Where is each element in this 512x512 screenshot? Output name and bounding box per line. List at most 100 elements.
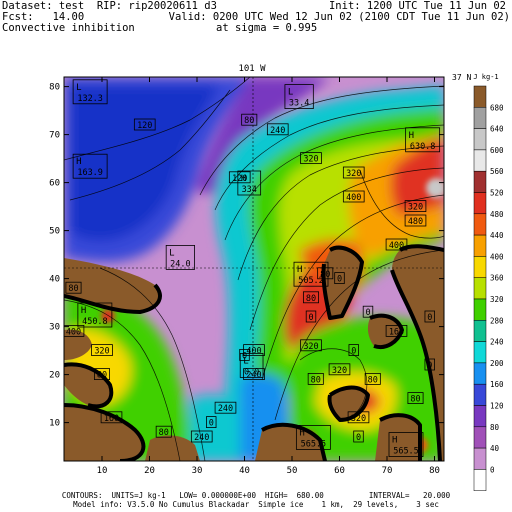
- contour-label-text: 0: [242, 351, 247, 361]
- contour-label-text: 0: [209, 419, 214, 429]
- legend-swatch: [473, 277, 487, 300]
- legend-level-label: 680: [490, 103, 504, 112]
- y-tick-label: 30: [49, 323, 60, 333]
- extremum-kind: L: [243, 356, 248, 366]
- extremum-value: 24.0: [170, 259, 190, 269]
- contour-label: 320: [328, 363, 351, 376]
- contour-label: 80: [155, 425, 172, 438]
- legend-level-label: 520: [490, 189, 504, 198]
- terrain-east-ridge: [323, 247, 362, 318]
- contour-label-text: 0: [356, 433, 361, 443]
- contour-label-text: 400: [66, 327, 81, 337]
- extremum-value: 565.5: [393, 447, 419, 457]
- y-tick-label: 60: [49, 179, 60, 189]
- contour-label-text: 160: [389, 327, 404, 337]
- terrain-west-middle: [64, 329, 92, 360]
- zero-contour-central: [321, 245, 364, 320]
- contour-label: 0: [348, 344, 359, 357]
- extremum-kind: H: [76, 157, 81, 167]
- contour-label-text: 160: [104, 414, 119, 424]
- terrain-southwest: [64, 405, 144, 461]
- contour-label-text: 240: [270, 126, 285, 136]
- extrema-labels: L132.3L33.4H163.9H334L24.0H630.8H450.8H5…: [72, 79, 441, 458]
- contour-label: 400: [243, 344, 265, 357]
- contour-label-text: 320: [303, 155, 318, 165]
- contour-label-text: 240: [218, 404, 233, 414]
- extremum-kind: L: [169, 248, 174, 258]
- legend-swatch: [473, 128, 487, 151]
- y-tick-label: 10: [49, 419, 60, 429]
- legend-level-label: 320: [490, 295, 504, 304]
- zero-contour-south: [261, 385, 370, 461]
- contour-label-text: 400: [246, 347, 261, 357]
- cin-shading: 120 240 320 120 400 320 400 480 80 160 80 400 320 80 1…: [64, 77, 444, 461]
- extremum-marker: L0.0: [239, 352, 264, 378]
- contour-line-3: [199, 85, 444, 196]
- terrain-south-central: [145, 435, 200, 461]
- contour-label: 400: [342, 190, 365, 203]
- field-name: Convective inhibition: [2, 22, 135, 34]
- contour-label: 320: [404, 200, 427, 213]
- contour-label-text: 0: [427, 361, 432, 371]
- x-tick-label: 10: [97, 466, 108, 476]
- y-tick-label: 40: [49, 275, 60, 285]
- legend-swatch: [473, 256, 487, 278]
- legend-level-label: 600: [490, 146, 504, 155]
- legend-level-label: 80: [490, 423, 500, 432]
- contour-label-text: 480: [408, 217, 423, 227]
- legend-level-label: 40: [490, 444, 500, 453]
- contour-label-text: 80: [311, 375, 321, 385]
- legend-swatch: [473, 170, 487, 193]
- x-tick-label: 30: [192, 466, 203, 476]
- contour-label-text: 80: [97, 371, 107, 381]
- legend-level-label: 280: [490, 316, 504, 325]
- contour-label-text: 320: [351, 414, 366, 424]
- legend-level-label: 360: [490, 274, 504, 283]
- forecast-hour: Fcst: 14.00: [2, 11, 85, 23]
- extremum-kind: H: [299, 428, 304, 438]
- y-tick-label: 80: [49, 83, 60, 93]
- extremum-kind: H: [297, 265, 302, 275]
- contour-label: 80: [317, 267, 334, 280]
- contour-label-text: 120: [137, 121, 152, 131]
- extremum-kind: L: [288, 88, 293, 98]
- y-tick-label: 50: [49, 227, 60, 237]
- extremum-marker: L24.0: [165, 244, 195, 270]
- x-tick-label: 50: [287, 466, 298, 476]
- init-time: Init: 1200 UTC Tue 11 Jun 02: [328, 0, 506, 12]
- contour-label-text: 320: [346, 169, 361, 179]
- valid-time: Valid: 0200 UTC Wed 12 Jun 02 (2100 CDT …: [168, 11, 510, 23]
- contour-label: 0: [239, 348, 250, 361]
- extremum-kind: H: [409, 131, 414, 141]
- zero-contour-southeast: [369, 313, 422, 461]
- legend-level-label: 240: [490, 338, 504, 347]
- legend-level-label: 640: [490, 125, 504, 134]
- extremum-value: 132.3: [77, 94, 103, 104]
- contour-label-text: 0: [337, 275, 342, 285]
- legend-swatch: [473, 213, 487, 236]
- legend-level-label: 120: [490, 402, 504, 411]
- contour-label-text: 320: [332, 366, 347, 376]
- contour-label-text: 120: [232, 174, 247, 184]
- legend-swatch: [473, 426, 487, 449]
- contour-label-text: 240: [194, 433, 209, 443]
- contour-label-text: 400: [389, 241, 404, 251]
- contour-line-8: [261, 194, 444, 381]
- legend-level-label: 560: [490, 167, 504, 176]
- legend-level-label: 0: [490, 465, 495, 474]
- extremum-value: 0.0: [244, 367, 259, 377]
- contour-label: 120: [228, 171, 251, 184]
- contour-label: 80: [94, 368, 111, 381]
- legend-swatch: [473, 362, 487, 385]
- contour-line-5: [224, 124, 444, 241]
- contour-line-1: [64, 77, 251, 161]
- extremum-kind: H: [241, 174, 246, 184]
- contour-label-text: 320: [408, 203, 423, 213]
- legend-swatch: [473, 234, 487, 257]
- contour-label-text: 80: [68, 284, 78, 294]
- extremum-value: 334: [242, 185, 257, 195]
